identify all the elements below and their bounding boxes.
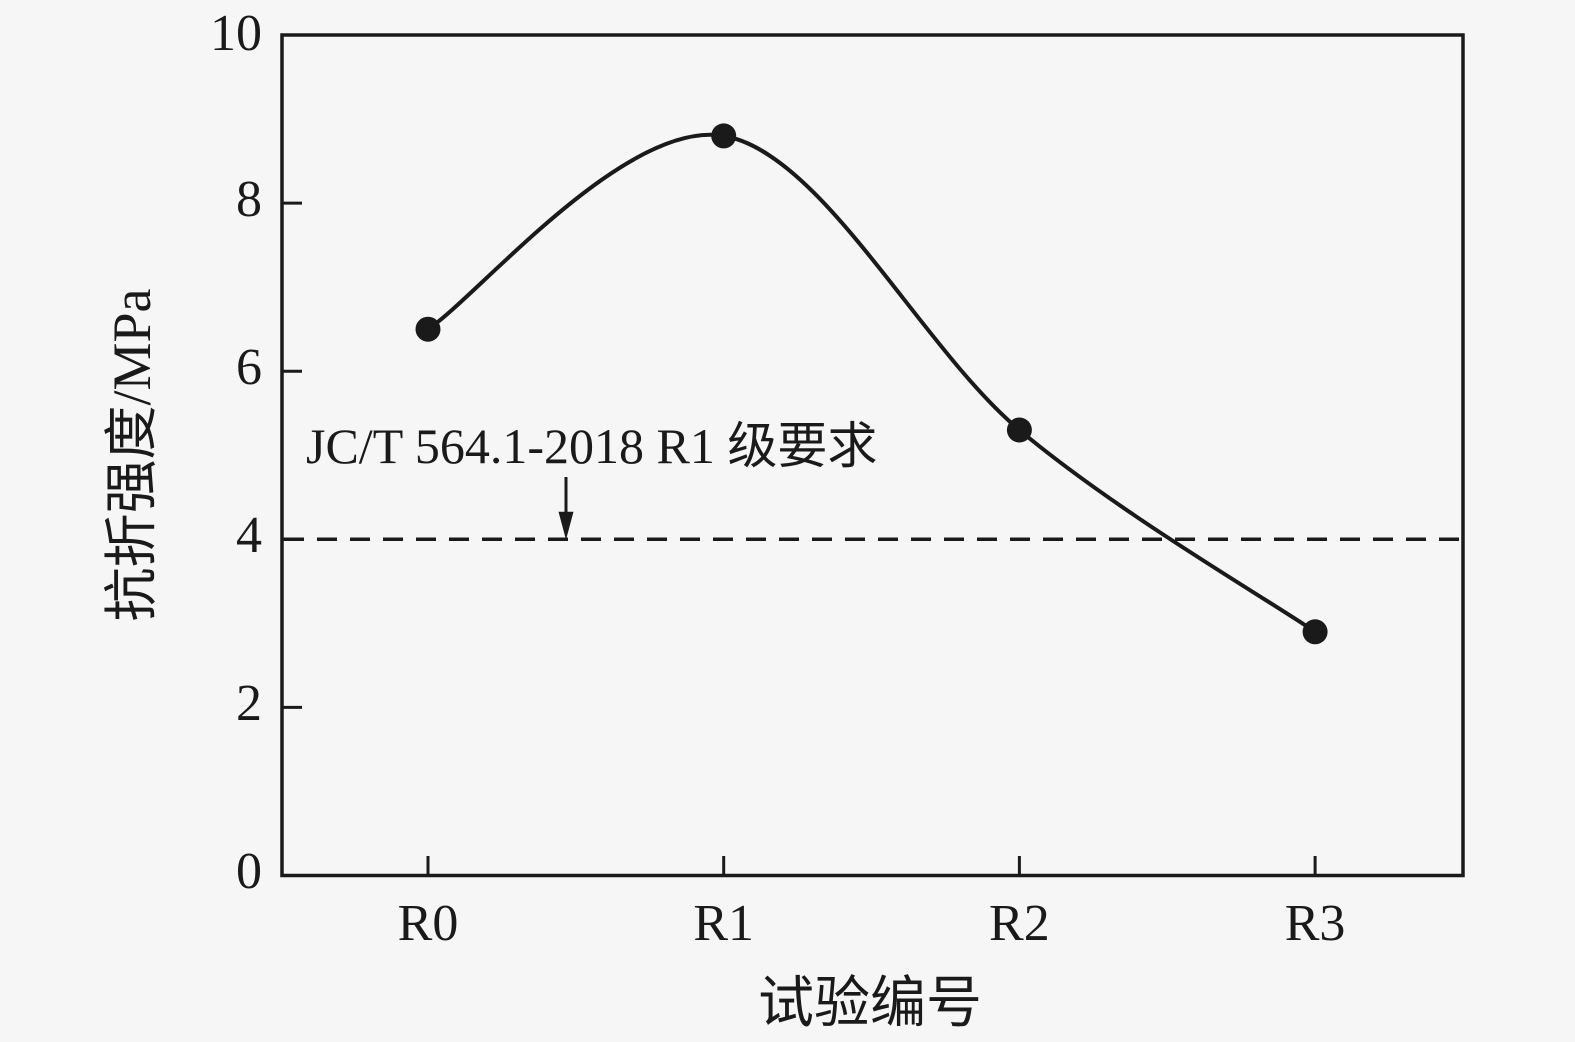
y-tick-label: 6 [236,339,262,396]
data-point-R3 [1302,619,1328,645]
y-axis-tick-labels: 0 2 4 6 8 10 [210,5,262,900]
y-axis-ticks [282,33,302,877]
plot-border [280,33,1465,878]
y-tick-label: 8 [236,171,262,228]
x-tick-label: R2 [989,895,1050,952]
threshold-annotation-label: JC/T 564.1-2018 R1 级要求 [306,418,877,474]
y-tick-label: 4 [236,507,262,564]
y-tick-label: 10 [210,5,262,62]
x-axis-tick-labels: R0 R1 R2 R3 [398,895,1346,952]
x-tick-label: R0 [398,895,459,952]
x-tick-label: R3 [1285,895,1346,952]
data-markers [415,123,1328,645]
x-axis-ticks [426,856,1317,876]
x-tick-label: R1 [693,895,754,952]
data-point-R1 [711,123,737,149]
x-axis-title: 试验编号 [758,973,982,1035]
y-axis-title: 抗折强度/MPa [102,288,162,621]
threshold-annotation: JC/T 564.1-2018 R1 级要求 [306,418,877,540]
data-point-R0 [415,316,441,342]
data-point-R2 [1006,417,1032,443]
y-tick-label: 0 [236,843,262,900]
down-arrow-head-icon [558,511,574,540]
data-curve [426,132,1318,634]
y-tick-label: 2 [236,675,262,732]
